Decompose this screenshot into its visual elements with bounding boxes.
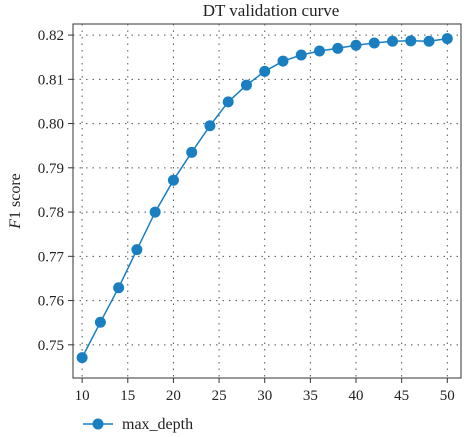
- data-point: [186, 147, 197, 158]
- data-point: [168, 175, 179, 186]
- data-point: [369, 38, 380, 49]
- x-tick-label: 10: [75, 388, 90, 404]
- data-point: [131, 244, 142, 255]
- x-tick-label: 30: [257, 388, 272, 404]
- x-tick-label: 50: [440, 388, 455, 404]
- data-point: [332, 43, 343, 54]
- data-point: [95, 317, 106, 328]
- x-tick-label: 15: [120, 388, 135, 404]
- data-point: [77, 352, 88, 363]
- legend: max_depth: [83, 416, 193, 433]
- data-point: [424, 36, 435, 47]
- data-point: [241, 80, 252, 91]
- x-axis-ticks: 10 15 20 25 30 35 40 45 50: [75, 378, 455, 404]
- x-tick-label: 40: [349, 388, 364, 404]
- chart-title: DT validation curve: [203, 1, 340, 20]
- y-tick-label: 0.80: [38, 117, 64, 133]
- x-tick-label: 45: [394, 388, 409, 404]
- data-point: [113, 282, 124, 293]
- data-point: [405, 35, 416, 46]
- plot-frame: [73, 24, 461, 378]
- y-tick-label: 0.75: [38, 338, 64, 354]
- y-axis-label-italic: F: [7, 219, 24, 230]
- x-tick-label: 25: [212, 388, 227, 404]
- data-point: [296, 49, 307, 60]
- y-tick-label: 0.81: [38, 72, 64, 88]
- legend-marker: [93, 419, 104, 430]
- y-tick-label: 0.79: [38, 161, 64, 177]
- data-point: [204, 120, 215, 131]
- data-point: [351, 40, 362, 51]
- data-point: [150, 207, 161, 218]
- y-axis-label: F1 score: [7, 173, 24, 230]
- grid-lines: [73, 24, 461, 378]
- x-tick-label: 35: [303, 388, 318, 404]
- y-tick-label: 0.78: [38, 205, 64, 221]
- data-point: [259, 66, 270, 77]
- y-axis-ticks: 0.75 0.76 0.77 0.78 0.79 0.80 0.81 0.82: [38, 28, 73, 354]
- data-point: [277, 56, 288, 67]
- y-tick-label: 0.82: [38, 28, 64, 44]
- data-point: [387, 36, 398, 47]
- y-axis-label-rest: 1 score: [7, 173, 24, 219]
- series-line: [82, 39, 447, 358]
- y-tick-label: 0.77: [38, 249, 65, 265]
- y-tick-label: 0.76: [38, 294, 65, 310]
- data-point: [314, 45, 325, 56]
- legend-label: max_depth: [122, 416, 193, 433]
- data-point: [223, 96, 234, 107]
- data-point: [442, 33, 453, 44]
- x-tick-label: 20: [166, 388, 181, 404]
